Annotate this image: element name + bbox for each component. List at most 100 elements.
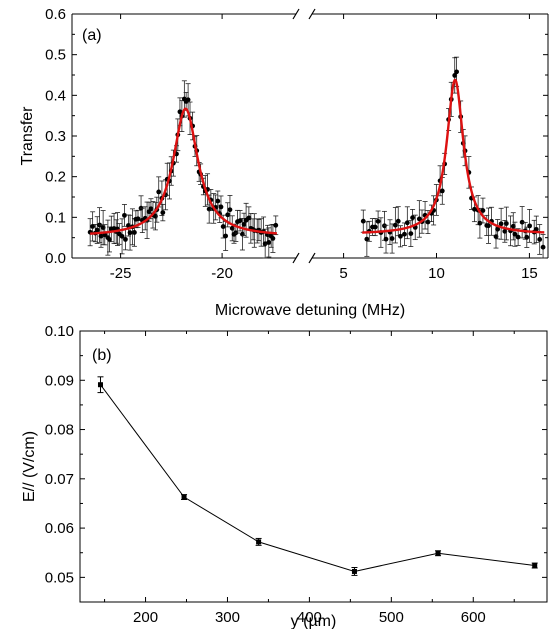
panel-a-y-axis-title: Transfer xyxy=(19,106,36,166)
data-point xyxy=(364,236,370,242)
data-point xyxy=(160,210,166,215)
data-point xyxy=(98,233,104,239)
panel-b-x-tick-label: 200 xyxy=(133,609,158,626)
panel-b-y-tick-label: 0.07 xyxy=(45,471,74,488)
data-point xyxy=(532,563,538,569)
data-point xyxy=(135,216,141,222)
data-point xyxy=(229,225,235,231)
data-point xyxy=(395,218,401,224)
data-point xyxy=(360,218,366,224)
panel-a-y-tick-label: 0.1 xyxy=(45,209,66,226)
panel-b-x-tick-label: 500 xyxy=(379,609,404,626)
panel-a-y-tick-label: 0.4 xyxy=(45,87,66,104)
panel-b-x-tick-label: 600 xyxy=(461,609,486,626)
data-point xyxy=(519,219,525,225)
panel-a-x-tick-label: 5 xyxy=(339,265,347,282)
data-point xyxy=(126,223,131,228)
data-point xyxy=(493,234,499,240)
panel-a-chart: 0.0 0.1 0.2 0.3 0.4 0.5 0.6 -25 -20 5 10 15 Transfer… xyxy=(19,6,549,319)
panel-b-frame xyxy=(79,330,548,603)
panel-a-y-tick-label: 0.6 xyxy=(45,6,66,23)
panel-b-y-tick-label: 0.09 xyxy=(45,372,74,389)
data-point xyxy=(425,219,431,225)
data-point xyxy=(220,224,226,229)
data-point xyxy=(100,225,106,231)
data-point xyxy=(90,223,96,229)
series-line xyxy=(100,384,535,572)
data-point xyxy=(237,218,243,224)
data-point xyxy=(223,233,229,239)
data-point xyxy=(472,206,477,212)
data-point xyxy=(398,233,403,239)
data-point xyxy=(389,236,395,241)
data-point xyxy=(454,69,459,75)
data-point xyxy=(498,221,504,227)
panel-a-y-tick-label: 0.3 xyxy=(45,128,66,145)
data-point xyxy=(515,234,521,240)
data-point xyxy=(410,215,415,221)
axis-break-mark xyxy=(308,252,316,264)
panel-b-chart: 0.05 0.06 0.07 0.08 0.09 0.10 200 300 400 500 600 E… xyxy=(21,323,548,629)
data-point xyxy=(452,73,458,78)
data-point xyxy=(181,494,187,500)
data-point xyxy=(256,539,262,545)
panel-a-y-tick-label: 0.0 xyxy=(45,250,66,267)
data-point xyxy=(537,237,543,242)
data-point xyxy=(122,212,127,218)
data-point xyxy=(486,223,491,229)
data-point xyxy=(392,222,398,228)
data-point xyxy=(177,109,183,115)
data-point xyxy=(97,382,103,388)
panel-a-y-tick-label: 0.2 xyxy=(45,169,66,186)
panel-b-x-tick-label: 400 xyxy=(297,609,322,626)
panel-a-y-tick-label: 0.5 xyxy=(45,47,66,64)
data-point xyxy=(402,231,407,237)
data-point xyxy=(408,231,414,236)
data-point xyxy=(477,220,483,226)
data-point xyxy=(185,97,191,103)
data-point xyxy=(218,204,224,210)
data-point xyxy=(524,234,530,240)
fit-curve xyxy=(362,78,545,234)
data-point xyxy=(435,550,441,556)
panel-b-y-tick-label: 0.08 xyxy=(45,422,74,439)
data-point xyxy=(273,222,279,228)
data-point xyxy=(127,230,133,236)
data-point xyxy=(132,230,137,235)
data-point xyxy=(225,212,231,218)
data-point xyxy=(123,236,128,242)
data-point xyxy=(480,208,486,213)
panel-a-label: (a) xyxy=(82,27,102,44)
data-point xyxy=(241,221,247,227)
data-point xyxy=(351,568,357,574)
fit-curve xyxy=(90,107,278,235)
panel-b-y-tick-label: 0.06 xyxy=(45,520,74,537)
panel-b-y-axis-title: E// (V/cm) xyxy=(21,431,38,502)
data-point xyxy=(227,207,233,213)
data-point xyxy=(527,223,533,229)
data-point xyxy=(439,188,445,194)
data-point xyxy=(372,224,378,230)
data-point xyxy=(107,237,112,242)
panel-a-x-tick-label: -25 xyxy=(110,265,132,282)
data-point xyxy=(262,241,268,247)
axis-break-mark xyxy=(292,8,300,20)
panel-b-label: (b) xyxy=(92,347,112,364)
data-point xyxy=(533,226,539,232)
data-point xyxy=(119,233,125,239)
panel-a-x-tick-label: 15 xyxy=(521,265,538,282)
panel-a-x-tick-label: -20 xyxy=(211,265,233,282)
data-point xyxy=(148,206,154,212)
data-point xyxy=(270,236,276,241)
panel-b-y-tick-label: 0.10 xyxy=(45,323,74,340)
data-point xyxy=(215,198,221,204)
data-point xyxy=(404,220,410,226)
data-point xyxy=(156,189,162,195)
data-point xyxy=(512,231,518,237)
data-point xyxy=(94,227,100,233)
data-point xyxy=(540,244,546,250)
panel-b-x-tick-label: 300 xyxy=(215,609,240,626)
panel-b-y-tick-label: 0.05 xyxy=(45,569,74,586)
data-point xyxy=(383,236,389,242)
